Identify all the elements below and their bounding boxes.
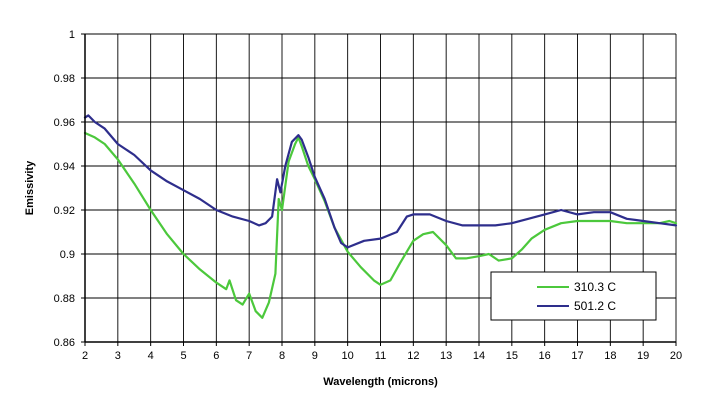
x-tick-label: 3 [115,350,121,362]
x-tick-label: 6 [213,350,219,362]
x-tick-label: 4 [148,350,154,362]
x-tick-label: 11 [375,350,386,362]
y-tick-label: 0.9 [60,249,75,261]
y-axis-title: Emissivity [24,160,36,215]
x-tick-label: 10 [342,350,354,362]
series-layer [83,114,678,319]
y-tick-label: 0.96 [54,117,75,129]
x-tick-label: 19 [637,350,649,362]
x-tick-label: 8 [279,350,285,362]
x-tick-label: 18 [604,350,616,362]
x-tick-label: 14 [473,350,485,362]
y-tick-label: 0.98 [54,73,75,85]
legend-label-310: 310.3 C [574,280,616,294]
x-tick-label: 13 [440,350,452,362]
x-tick-label: 5 [180,350,186,362]
x-tick-label: 15 [506,350,518,362]
legend: 310.3 C 501.2 C [490,271,657,321]
y-tick-label: 1 [69,29,75,41]
y-tick-label: 0.86 [54,337,75,349]
legend-label-501: 501.2 C [574,299,616,313]
ticks-layer: 2 3 4 5 6 7 8 9 10 11 12 13 14 15 16 17 18 19 20 0.86 0.88 0.… [54,29,683,362]
y-tick-label: 0.88 [54,293,75,305]
y-tick-label: 0.92 [54,205,75,217]
x-tick-label: 2 [82,350,88,362]
x-axis-title: Wavelength (microns) [323,376,438,388]
y-tick-label: 0.94 [54,161,75,173]
x-tick-label: 17 [571,350,583,362]
x-tick-label: 12 [407,350,419,362]
x-tick-label: 20 [670,350,682,362]
legend-box [490,271,657,321]
x-tick-label: 7 [246,350,252,362]
x-tick-label: 16 [539,350,551,362]
x-tick-label: 9 [312,350,318,362]
series-line-501 [83,114,678,249]
